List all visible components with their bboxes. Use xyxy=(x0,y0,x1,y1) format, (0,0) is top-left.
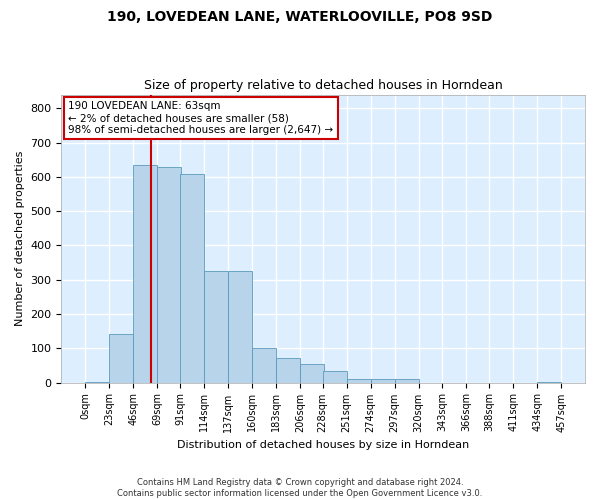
Bar xyxy=(180,174,204,382)
Bar xyxy=(228,271,252,382)
X-axis label: Distribution of detached houses by size in Horndean: Distribution of detached houses by size … xyxy=(177,440,469,450)
Title: Size of property relative to detached houses in Horndean: Size of property relative to detached ho… xyxy=(144,79,503,92)
Text: Contains HM Land Registry data © Crown copyright and database right 2024.
Contai: Contains HM Land Registry data © Crown c… xyxy=(118,478,482,498)
Bar xyxy=(395,379,419,382)
Bar xyxy=(323,370,347,382)
Y-axis label: Number of detached properties: Number of detached properties xyxy=(15,151,25,326)
Bar xyxy=(204,271,228,382)
Bar xyxy=(300,364,324,382)
Bar xyxy=(371,379,395,382)
Bar xyxy=(347,379,371,382)
Bar xyxy=(133,165,157,382)
Bar xyxy=(252,348,276,382)
Bar xyxy=(157,166,181,382)
Text: 190 LOVEDEAN LANE: 63sqm
← 2% of detached houses are smaller (58)
98% of semi-de: 190 LOVEDEAN LANE: 63sqm ← 2% of detache… xyxy=(68,102,334,134)
Text: 190, LOVEDEAN LANE, WATERLOOVILLE, PO8 9SD: 190, LOVEDEAN LANE, WATERLOOVILLE, PO8 9… xyxy=(107,10,493,24)
Bar xyxy=(276,358,300,382)
Bar xyxy=(109,334,133,382)
